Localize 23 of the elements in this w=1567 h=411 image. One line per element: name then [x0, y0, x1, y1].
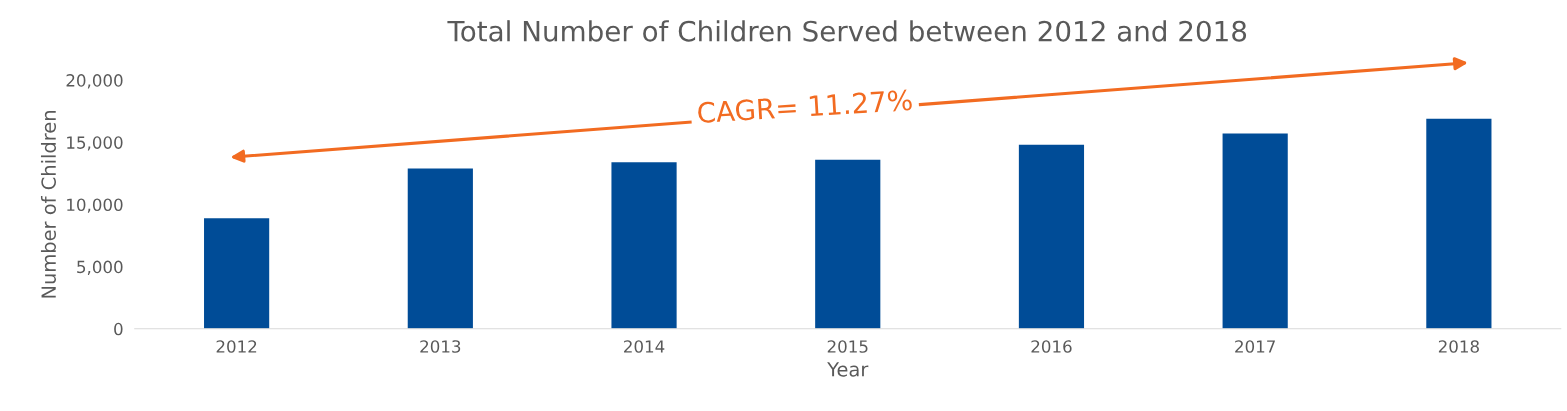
- bar: [815, 159, 881, 329]
- chart-title: Total Number of Children Served between 2012 and 2018: [447, 20, 1247, 42]
- y-axis-title: Number of Children: [40, 111, 57, 298]
- bar: [1426, 118, 1492, 329]
- bar: [204, 218, 270, 329]
- x-tick-label: 2012: [216, 340, 257, 353]
- y-tick-label: 15,000: [67, 136, 123, 151]
- bar: [1018, 144, 1085, 329]
- y-tick-label: 5,000: [77, 260, 123, 275]
- x-tick-label: 2018: [1438, 340, 1479, 353]
- x-tick-label: 2015: [827, 340, 868, 353]
- y-tick-label: 20,000: [66, 74, 123, 89]
- annotation: CAGR= 11.27%: [697, 89, 913, 124]
- bar: [611, 162, 677, 329]
- y-tick-label: 10,000: [67, 198, 123, 213]
- y-tick-label: 0: [114, 322, 123, 336]
- x-tick-label: 2017: [1235, 340, 1275, 353]
- x-axis-title: Year: [827, 362, 869, 377]
- bar: [1222, 133, 1288, 329]
- x-tick-label: 2016: [1031, 340, 1072, 353]
- x-tick-label: 2014: [624, 340, 665, 353]
- x-tick-label: 2013: [420, 340, 461, 353]
- bar: [407, 168, 473, 329]
